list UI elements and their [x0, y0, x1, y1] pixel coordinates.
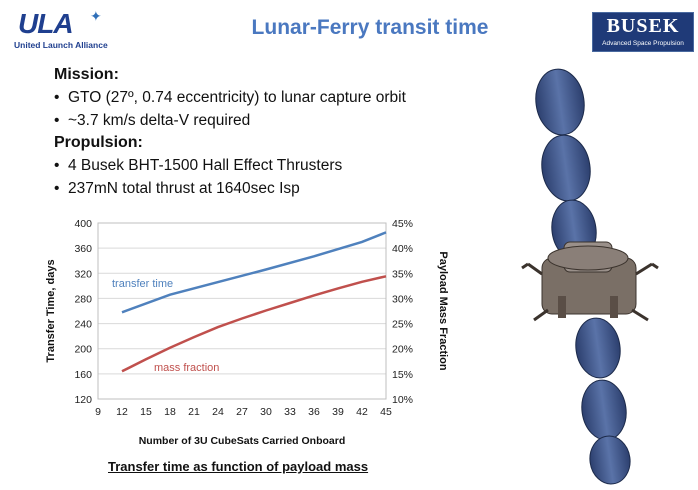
y-tick-label: 120	[74, 394, 92, 406]
tick-labels: 120 160 200 240 280 320 360 400 10% 15% 20% 25% 30% 3…	[74, 218, 413, 418]
x-tick-label: 45	[380, 406, 392, 418]
y-tick-label: 320	[74, 268, 92, 280]
y2-tick-label: 25%	[392, 319, 413, 331]
x-tick-label: 18	[164, 406, 176, 418]
y-tick-label: 160	[74, 369, 92, 381]
plot-area	[97, 222, 387, 400]
solar-array-upper	[535, 68, 597, 261]
y2-tick-label: 45%	[392, 218, 413, 230]
propulsion-item: • 4 Busek BHT-1500 Hall Effect Thrusters	[54, 157, 343, 174]
y-tick-label: 360	[74, 243, 92, 255]
propulsion-item: • 237mN total thrust at 1640sec Isp	[54, 180, 300, 197]
mission-heading: Mission:	[54, 66, 119, 83]
x-tick-label: 15	[140, 406, 152, 418]
y2-tick-label: 40%	[392, 243, 413, 255]
x-tick-label: 21	[188, 406, 200, 418]
ula-logo-text: ULA	[18, 8, 74, 39]
x-tick-label: 36	[308, 406, 320, 418]
x-tick-label: 30	[260, 406, 272, 418]
y2-axis-label: Payload Mass Fraction	[437, 251, 449, 370]
y2-tick-label: 35%	[392, 268, 413, 280]
series-lines	[121, 231, 387, 373]
propulsion-heading: Propulsion:	[54, 134, 143, 151]
mission-item-text: GTO (27º, 0.74 eccentricity) to lunar ca…	[68, 89, 406, 106]
x-tick-label: 33	[284, 406, 296, 418]
grid-lines	[98, 222, 386, 375]
y-axis-label: Transfer Time, days	[45, 259, 57, 362]
x-tick-label: 42	[356, 406, 368, 418]
chart-caption: Transfer time as function of payload mas…	[108, 459, 369, 474]
x-tick-label: 24	[212, 406, 224, 418]
bullet-list: Mission: • GTO (27º, 0.74 eccentricity) t…	[54, 64, 474, 200]
mission-item-text: ~3.7 km/s delta-V required	[68, 112, 251, 129]
y2-tick-label: 15%	[392, 369, 413, 381]
x-tick-label: 39	[332, 406, 344, 418]
x-tick-label: 27	[236, 406, 248, 418]
ula-logo: ULA ✦ United Launch Alliance	[8, 6, 126, 54]
series-label-transfer-time: transfer time	[112, 278, 173, 290]
ula-logo-subtitle: United Launch Alliance	[14, 40, 108, 50]
y-tick-label: 400	[74, 218, 92, 230]
y-tick-label: 280	[74, 293, 92, 305]
x-tick-label: 12	[116, 406, 128, 418]
busek-logo: BUSEK Advanced Space Propulsion	[592, 12, 694, 52]
mission-item: • GTO (27º, 0.74 eccentricity) to lunar c…	[54, 89, 406, 106]
page-title: Lunar-Ferry transit time	[251, 16, 489, 39]
series-line-mass-fraction	[121, 275, 387, 373]
x-axis-label: Number of 3U CubeSats Carried Onboard	[139, 435, 346, 445]
x-tick-label: 9	[95, 406, 101, 418]
series-line-transfer-time	[121, 231, 387, 314]
spacecraft-illustration	[521, 68, 659, 485]
propulsion-item-text: 237mN total thrust at 1640sec Isp	[68, 180, 300, 197]
propulsion-item-text: 4 Busek BHT-1500 Hall Effect Thrusters	[68, 157, 343, 174]
y-tick-label: 240	[74, 319, 92, 331]
y2-tick-label: 10%	[392, 394, 413, 406]
spacecraft-bus	[521, 241, 659, 322]
busek-logo-text: BUSEK	[606, 15, 680, 37]
transfer-time-chart: 120 160 200 240 280 320 360 400 10% 15% 20% 25% 30% 3…	[45, 218, 449, 445]
solar-array-lower	[575, 317, 631, 485]
series-label-mass-fraction: mass fraction	[154, 362, 219, 374]
y2-tick-label: 20%	[392, 344, 413, 356]
y2-tick-label: 30%	[392, 293, 413, 305]
y-tick-label: 200	[74, 344, 92, 356]
busek-logo-subtitle: Advanced Space Propulsion	[602, 40, 684, 47]
mission-item: • ~3.7 km/s delta-V required	[54, 112, 251, 129]
ula-star-icon: ✦	[90, 8, 102, 24]
